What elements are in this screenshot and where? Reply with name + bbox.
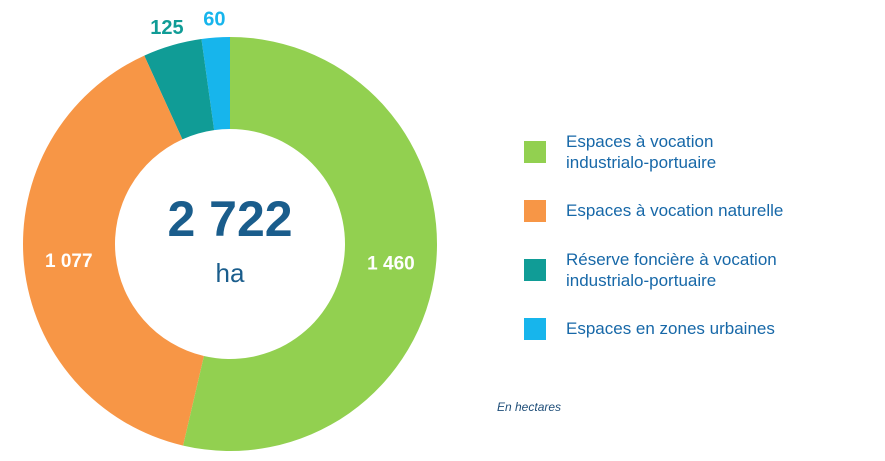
donut-slice bbox=[23, 55, 204, 446]
legend-label: Réserve foncière à vocation industrialo-… bbox=[566, 249, 777, 290]
donut-slice bbox=[144, 38, 215, 140]
legend-swatch bbox=[524, 258, 546, 281]
value-label: 1 077 bbox=[45, 251, 93, 272]
donut-slice bbox=[183, 37, 437, 451]
center-unit: ha bbox=[216, 258, 245, 288]
legend: Espaces à vocation industrialo-portuaire… bbox=[524, 122, 884, 358]
center-total: 2 722 bbox=[167, 191, 292, 247]
legend-item: Réserve foncière à vocation industrialo-… bbox=[524, 240, 884, 299]
donut-slice bbox=[201, 37, 230, 131]
legend-item: Espaces à vocation naturelle bbox=[524, 181, 884, 240]
note: En hectares bbox=[497, 400, 562, 414]
value-label: 60 bbox=[203, 9, 225, 31]
legend-swatch bbox=[524, 140, 546, 163]
chart: 2 722 ha 1 460 1 077 125 60 bbox=[23, 9, 437, 451]
legend-swatch bbox=[524, 317, 546, 340]
legend-swatch bbox=[524, 199, 546, 222]
legend-item: Espaces en zones urbaines bbox=[524, 299, 884, 358]
value-label: 1 460 bbox=[367, 253, 415, 274]
legend-label: Espaces à vocation industrialo-portuaire bbox=[566, 131, 717, 172]
legend-item: Espaces à vocation industrialo-portuaire bbox=[524, 122, 884, 181]
legend-label: Espaces à vocation naturelle bbox=[566, 201, 784, 220]
legend-label: Espaces en zones urbaines bbox=[566, 319, 775, 338]
value-label: 125 bbox=[150, 17, 183, 39]
